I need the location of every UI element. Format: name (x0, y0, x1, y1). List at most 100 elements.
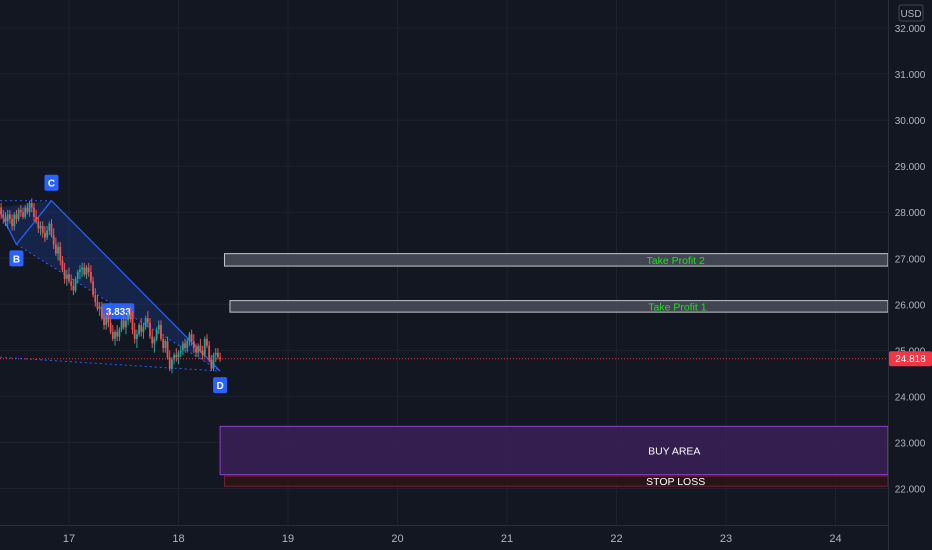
pattern-point-b-badge[interactable] (9, 250, 24, 267)
take-profit-2-zone[interactable] (223, 253, 889, 267)
time-tick-label: 19 (282, 533, 294, 545)
candle-body (168, 357, 171, 369)
candle-body (197, 345, 200, 353)
last-price-tag-box (889, 351, 932, 367)
price-tick-label: 24.000 (895, 392, 926, 403)
candle-body (17, 209, 20, 220)
candle-body (177, 352, 180, 358)
candle-body (22, 212, 24, 217)
candle-body (50, 223, 53, 236)
candle-body (162, 338, 165, 349)
candle-body (70, 281, 73, 286)
candle-body (105, 318, 108, 326)
price-tick-label: 30.000 (895, 116, 926, 127)
candle-body (63, 269, 66, 279)
last-price-value: 24.818 (895, 354, 926, 365)
candle-body (52, 235, 55, 245)
candle-body (131, 318, 134, 330)
time-tick-label: 21 (501, 533, 513, 545)
buy-area-zone[interactable] (219, 425, 889, 476)
candle-body (135, 334, 138, 339)
candle-body (72, 285, 75, 291)
pattern-fill-bcd (16, 200, 221, 372)
take-profit-2-label: Take Profit 2 (646, 255, 705, 267)
candle-body (41, 226, 44, 233)
candle-body (57, 246, 59, 254)
pattern-point-label: B (13, 254, 20, 265)
candle-body (164, 341, 167, 349)
candle-body (206, 338, 208, 346)
candle-body (4, 216, 7, 222)
pattern-ratio-badge[interactable] (102, 303, 135, 320)
candle-body (138, 325, 140, 335)
pattern-point-c-badge[interactable] (44, 174, 59, 191)
time-tick-label: 18 (172, 533, 184, 545)
price-axis[interactable]: USD 22.00023.00024.00025.00026.00027.000… (888, 0, 926, 550)
candle-body (54, 244, 57, 254)
price-tick-label: 29.000 (895, 162, 926, 173)
candle-body (118, 329, 121, 337)
take-profit-1-zone[interactable] (229, 300, 889, 313)
candle-body (0, 207, 3, 215)
stop-loss-label: STOP LOSS (646, 476, 705, 488)
pattern-leg (15, 200, 52, 245)
candle-body (142, 327, 145, 332)
candle-body (103, 318, 105, 326)
candle-body (192, 341, 195, 349)
candle-body (149, 322, 151, 337)
candle-body (203, 338, 206, 355)
candle-body (83, 267, 86, 275)
candle-body (199, 345, 202, 351)
candle-body (127, 313, 130, 321)
candle-body (157, 325, 160, 330)
price-tick-label: 31.000 (895, 70, 926, 81)
candle-body (19, 209, 22, 213)
candle-body (212, 354, 215, 369)
candle-body (116, 331, 119, 337)
candle-body (173, 354, 176, 360)
candle-body (59, 246, 62, 261)
candle-body (140, 325, 143, 332)
stop-loss-zone[interactable] (223, 475, 889, 487)
candle-body (219, 357, 222, 359)
time-axis[interactable]: 17 18 19 20 21 22 23 24 (0, 525, 888, 546)
candle-body (129, 313, 132, 319)
pattern-fill-xbc (0, 200, 52, 245)
pattern-point-d-badge[interactable] (213, 377, 228, 394)
candle-body (8, 214, 11, 220)
candle-body (81, 267, 84, 270)
harmonic-pattern: B C D 3.833 (0, 174, 228, 394)
candle-body (208, 345, 211, 360)
candle-body (181, 343, 184, 351)
candle-body (37, 221, 40, 229)
candle-body (166, 341, 169, 358)
candle-body (188, 334, 191, 342)
candle-body (114, 331, 116, 339)
candle-body (186, 341, 189, 349)
candle-body (122, 320, 125, 328)
price-tick-label: 26.000 (895, 300, 926, 311)
candle-body (11, 219, 13, 227)
candle-body (175, 354, 178, 358)
currency-box[interactable] (898, 4, 924, 22)
candles (0, 198, 222, 374)
price-tick-label: 28.000 (895, 208, 926, 219)
candle-body (153, 338, 156, 344)
candle-body (90, 272, 92, 282)
currency-label: USD (900, 9, 921, 20)
candle-body (6, 214, 9, 222)
candle-body (65, 274, 68, 279)
candle-body (85, 267, 88, 275)
take-profit-1-label: Take Profit 1 (648, 301, 707, 313)
candle-body (24, 207, 27, 217)
time-tick-label: 17 (63, 533, 75, 545)
candle-body (26, 207, 29, 213)
pattern-point-label: C (48, 179, 55, 190)
candle-body (120, 320, 123, 330)
price-tick-label: 23.000 (895, 438, 926, 449)
candle-body (98, 306, 101, 309)
candle-body (111, 331, 114, 339)
pattern-ratio-label: 3.833 (106, 307, 131, 318)
candle-body (33, 207, 35, 217)
